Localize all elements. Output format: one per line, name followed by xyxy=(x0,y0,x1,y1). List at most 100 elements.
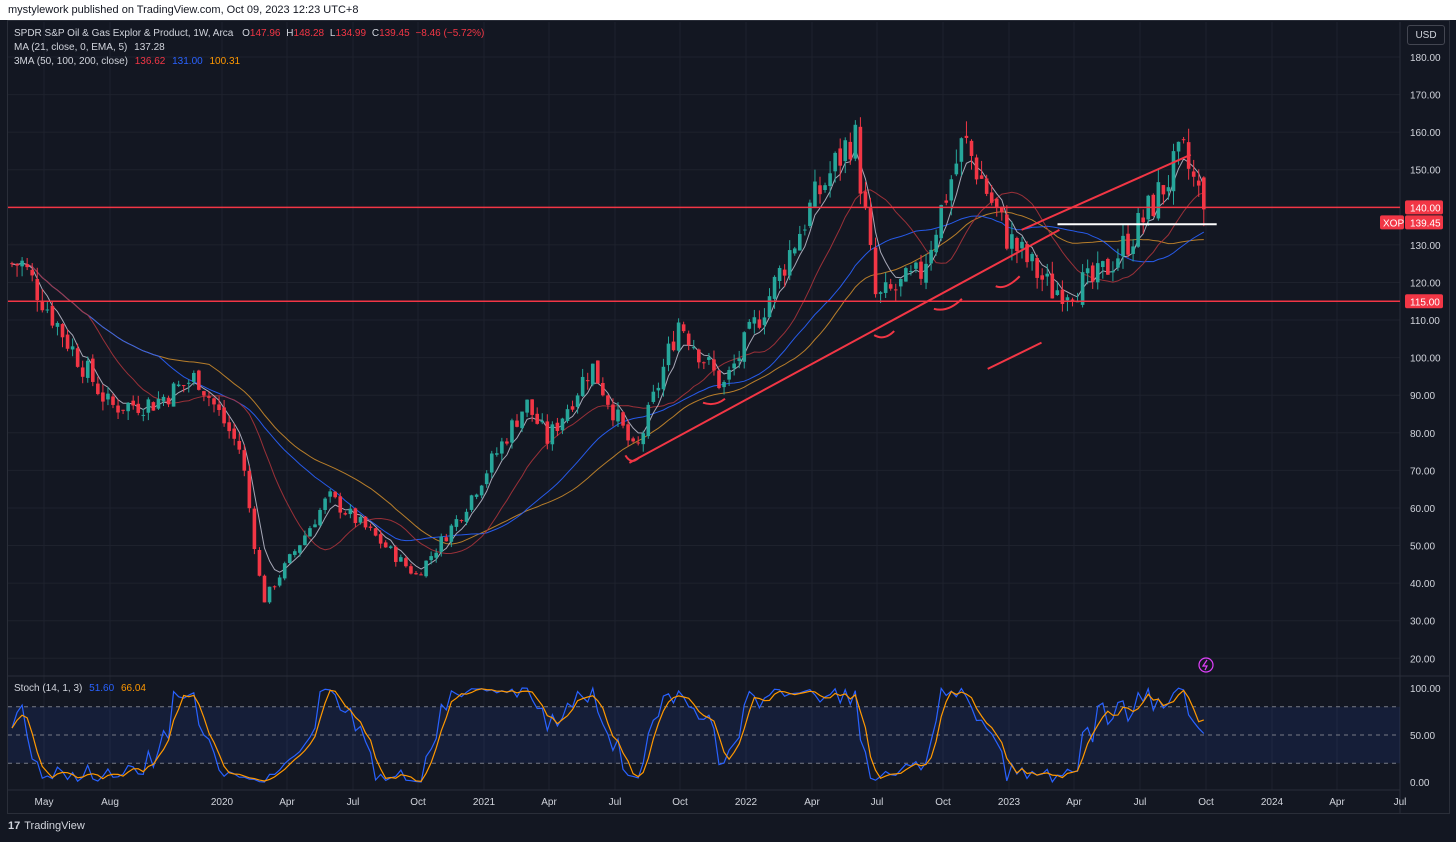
candle xyxy=(621,411,625,429)
candle-body xyxy=(20,260,24,267)
candle xyxy=(303,530,307,546)
swing-low-mark xyxy=(873,330,895,339)
candle xyxy=(116,399,120,420)
candle-body xyxy=(1156,182,1161,219)
candle xyxy=(666,336,671,372)
swing-low-mark xyxy=(702,397,726,406)
candle-body xyxy=(616,409,620,422)
candle-body xyxy=(303,535,307,546)
candle-body xyxy=(328,491,332,497)
candle-body xyxy=(45,309,50,311)
candle-body xyxy=(388,546,393,548)
candle-body xyxy=(267,586,272,603)
candle xyxy=(616,402,620,428)
candle-body xyxy=(464,511,469,522)
candle-body xyxy=(358,516,363,523)
candle-body xyxy=(10,263,14,265)
candle-body xyxy=(994,198,999,208)
candle-body xyxy=(676,322,681,351)
candle xyxy=(782,264,787,288)
candle-body xyxy=(1060,289,1065,304)
time-tick-label: Jul xyxy=(1134,797,1147,808)
candle-body xyxy=(828,173,832,187)
currency-button[interactable]: USD xyxy=(1407,25,1445,45)
candle xyxy=(136,395,141,416)
candle xyxy=(227,415,231,439)
candle xyxy=(590,363,595,387)
candle-body xyxy=(217,404,221,411)
candle-body xyxy=(166,397,171,405)
candle-body xyxy=(65,334,70,349)
candle-body xyxy=(863,191,868,209)
candle xyxy=(363,516,368,530)
candle-body xyxy=(1176,141,1181,152)
candle xyxy=(601,377,605,397)
candle-body xyxy=(323,498,327,510)
candle-body xyxy=(308,528,312,537)
candle xyxy=(399,554,403,562)
candle-body xyxy=(353,508,358,524)
time-tick-label: Oct xyxy=(935,797,951,808)
candle xyxy=(30,263,34,282)
candle xyxy=(843,137,848,174)
candle-body xyxy=(156,398,161,409)
candle-body xyxy=(70,346,75,350)
candle xyxy=(570,400,575,412)
candle-body xyxy=(287,554,292,563)
candle xyxy=(252,506,257,555)
candle xyxy=(404,555,408,568)
legend-symbol-row: SPDR S&P Oil & Gas Explor & Product, 1W,… xyxy=(14,27,484,41)
candle xyxy=(131,395,135,410)
time-tick-label: 2022 xyxy=(735,797,758,808)
candle-body xyxy=(530,399,534,415)
candle xyxy=(939,204,943,242)
candle xyxy=(126,402,130,420)
candle-body xyxy=(787,250,792,276)
candle-body xyxy=(1000,206,1004,213)
candle-body xyxy=(878,292,883,294)
candle xyxy=(388,545,393,550)
price-tick-label: 150.00 xyxy=(1410,166,1441,177)
candle xyxy=(893,283,898,302)
stoch-tick-label: 100.00 xyxy=(1410,684,1441,695)
candle-body xyxy=(1015,237,1019,252)
candle xyxy=(671,330,676,352)
candle xyxy=(505,438,509,446)
candle-body xyxy=(596,360,600,384)
time-tick-label: 2024 xyxy=(1261,797,1284,808)
candle xyxy=(414,571,418,575)
candle xyxy=(495,447,499,457)
time-tick-label: Oct xyxy=(1198,797,1214,808)
candle-body xyxy=(929,249,933,264)
candle-body xyxy=(247,470,252,509)
candle xyxy=(979,160,984,179)
candle xyxy=(298,544,302,557)
candle-body xyxy=(550,424,555,445)
candle xyxy=(192,370,196,386)
legend-ma-value: 137.28 xyxy=(134,42,165,53)
candle xyxy=(1171,143,1176,205)
candle xyxy=(459,519,464,523)
candle xyxy=(1126,223,1130,258)
candle xyxy=(111,393,115,409)
candle-body xyxy=(803,229,807,231)
candle xyxy=(1181,136,1186,144)
candle xyxy=(651,384,656,404)
candle xyxy=(727,366,731,386)
candle-body xyxy=(1070,299,1075,301)
candle-body xyxy=(333,491,337,498)
candle-body xyxy=(590,363,595,385)
grid-lines xyxy=(8,22,1401,790)
candle-body xyxy=(136,403,141,413)
footer-brand[interactable]: 17 TradingView xyxy=(8,820,85,832)
candle xyxy=(646,402,651,439)
candle xyxy=(328,488,332,503)
candle xyxy=(858,117,863,205)
stoch-k-value: 51.60 xyxy=(89,683,115,694)
candle xyxy=(1196,169,1201,197)
candle xyxy=(60,323,65,348)
time-tick-label: 2023 xyxy=(998,797,1021,808)
legend-3ma-label: 3MA (50, 100, 200, close) xyxy=(14,56,128,67)
stoch-legend: Stoch (14, 1, 3) 51.60 66.04 xyxy=(14,683,146,694)
